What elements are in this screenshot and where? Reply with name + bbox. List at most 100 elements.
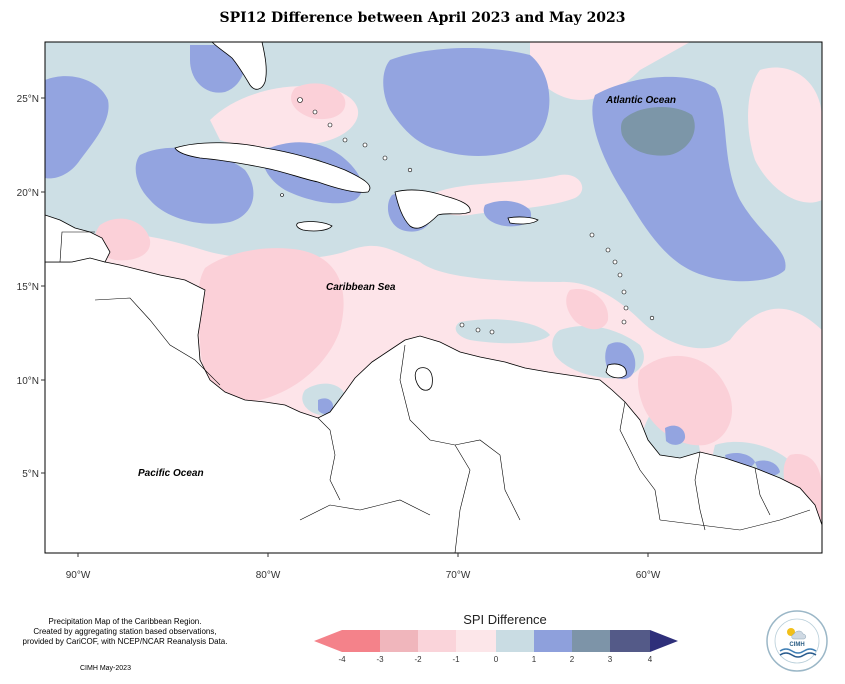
legend-swatch — [572, 630, 610, 652]
legend-title: SPI Difference — [463, 612, 547, 627]
island-lesser-antilles-5 — [621, 289, 627, 295]
pacific-ocean-label: Pacific Ocean — [138, 468, 204, 479]
data-credit: Precipitation Map of the Caribbean Regio… — [10, 617, 240, 647]
island-bahamas-6 — [382, 155, 388, 161]
border-guatemala-mexico — [59, 231, 95, 263]
legend-swatch — [496, 630, 534, 652]
legend-swatch — [418, 630, 456, 652]
island-abc-2 — [489, 329, 495, 335]
island-abc-1 — [475, 327, 481, 333]
atlantic-ocean-label: Atlantic Ocean — [605, 95, 676, 106]
yucatan-peninsula — [45, 214, 111, 263]
pink-zone-bahamas — [291, 83, 346, 120]
credit-line: Created by aggregating station based obs… — [33, 627, 217, 636]
puerto-rico — [507, 216, 539, 225]
legend-arrow-left — [314, 630, 342, 652]
legend-swatch — [610, 630, 650, 652]
lon-tick-label: 90°W — [66, 570, 91, 581]
caribbean-sea-label: Caribbean Sea — [326, 282, 396, 293]
border-brazil-guiana — [659, 509, 811, 531]
island-lesser-antilles-4 — [617, 272, 623, 278]
legend-tick-label: 4 — [648, 655, 653, 664]
island-lesser-antilles-6 — [623, 305, 629, 311]
island-lesser-antilles-7 — [621, 319, 627, 325]
country-borders — [59, 231, 811, 553]
lat-tick-label: 10°N — [17, 376, 39, 387]
pink-zone-atlantic-south — [637, 355, 733, 446]
legend-tick-label: 3 — [608, 655, 613, 664]
lat-tick-label: 25°N — [17, 94, 39, 105]
map-title: SPI12 Difference between April 2023 and … — [219, 10, 626, 26]
cuba — [174, 142, 371, 193]
cloud-icon — [791, 630, 807, 640]
legend-tick-label: -3 — [376, 655, 384, 664]
florida-peninsula — [211, 42, 267, 90]
central-america-mainland — [45, 254, 822, 553]
island-cayman — [280, 193, 284, 197]
blue-zone-panama — [318, 398, 334, 414]
legend-swatch — [380, 630, 418, 652]
legend-swatch — [342, 630, 380, 652]
pink-zone-north-east — [538, 42, 623, 85]
cimh-logo: CIMH — [766, 610, 828, 672]
island-abc-3 — [459, 322, 465, 328]
legend-swatch — [456, 630, 496, 652]
border-venezuela-guyana — [619, 401, 661, 521]
island-bahamas-5 — [362, 142, 368, 148]
island-lesser-antilles-1 — [589, 232, 595, 238]
border-brazil-north — [454, 444, 471, 553]
credit-line: Precipitation Map of the Caribbean Regio… — [48, 617, 202, 626]
lon-tick-label: 70°W — [446, 570, 471, 581]
border-panama-colombia — [317, 417, 341, 501]
margarita-island — [414, 367, 433, 391]
blue-zone-guyana — [665, 425, 686, 445]
blue-zone-cuba — [135, 147, 254, 224]
lat-tick-label: 20°N — [17, 188, 39, 199]
island-lesser-antilles-2 — [605, 247, 611, 253]
island-bahamas-4 — [342, 137, 348, 143]
border-guyana-suriname — [694, 451, 706, 531]
logo-text: CIMH — [789, 642, 804, 648]
credit-line: provided by CariCOF, with NCEP/NCAR Rean… — [22, 637, 228, 646]
border-suriname-guiana — [754, 467, 771, 516]
legend-tick-label: -1 — [452, 655, 460, 664]
blue-zone-bahamas-east — [383, 48, 550, 156]
pink-zone-central-america — [197, 248, 344, 401]
blue-light-zone-central-sea — [455, 319, 550, 344]
land-masses — [45, 42, 822, 553]
legend-tick-label: -4 — [338, 655, 346, 664]
island-barbados — [649, 315, 655, 321]
sun-icon — [787, 628, 795, 636]
lon-tick-label: 80°W — [256, 570, 281, 581]
legend-swatch — [534, 630, 572, 652]
small-islands — [280, 97, 655, 335]
legend-tick-label: 0 — [494, 655, 499, 664]
lon-tick-label: 60°W — [636, 570, 661, 581]
legend-tick-label: -2 — [414, 655, 422, 664]
legend-arrow-right — [650, 630, 678, 652]
latitude-axis: 25°N 20°N 15°N 10°N 5°N — [17, 94, 45, 480]
lat-tick-label: 15°N — [17, 282, 39, 293]
waves-icon — [779, 648, 817, 654]
map-frame — [44, 41, 823, 554]
border-colombia-peru — [299, 499, 431, 521]
island-bahamas-1 — [297, 97, 303, 103]
legend-ticks: -4 -3 -2 -1 0 1 2 3 4 — [338, 655, 652, 664]
island-bahamas-3 — [327, 122, 333, 128]
hispaniola — [394, 189, 471, 229]
trinidad — [605, 363, 627, 379]
legend-tick-label: 1 — [532, 655, 537, 664]
blue-zone-gulf — [45, 76, 109, 179]
longitude-axis: 90°W 80°W 70°W 60°W — [66, 553, 661, 581]
pink-zone-lesser-antilles — [566, 289, 609, 330]
blue-dark-zone-atlantic — [621, 107, 695, 156]
jamaica — [296, 221, 333, 232]
issue-date: CIMH May-2023 — [80, 665, 131, 672]
legend-tick-label: 2 — [570, 655, 575, 664]
island-lesser-antilles-3 — [612, 259, 618, 265]
pink-zone-east — [748, 67, 822, 203]
lat-tick-label: 5°N — [22, 469, 39, 480]
island-turks — [407, 167, 413, 173]
border-central-america — [94, 297, 221, 386]
